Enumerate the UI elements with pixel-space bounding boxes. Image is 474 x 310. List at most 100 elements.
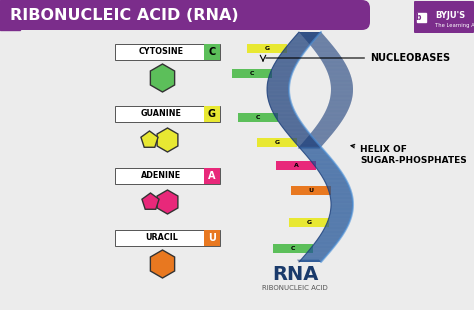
Polygon shape <box>301 34 324 35</box>
Text: NUCLEOBASES: NUCLEOBASES <box>266 53 450 63</box>
Polygon shape <box>290 136 312 137</box>
Text: A: A <box>208 171 216 181</box>
Polygon shape <box>277 59 300 60</box>
Polygon shape <box>329 193 352 194</box>
Polygon shape <box>311 132 334 133</box>
Polygon shape <box>321 233 344 234</box>
Polygon shape <box>277 119 299 120</box>
Text: RIBONUCLEIC ACID: RIBONUCLEIC ACID <box>262 285 328 291</box>
Polygon shape <box>329 100 352 101</box>
Polygon shape <box>331 209 353 210</box>
Polygon shape <box>267 91 289 92</box>
Polygon shape <box>274 114 296 115</box>
Polygon shape <box>324 179 346 180</box>
Polygon shape <box>286 132 309 133</box>
Polygon shape <box>306 138 329 139</box>
Polygon shape <box>294 141 316 142</box>
Polygon shape <box>0 0 20 30</box>
Polygon shape <box>292 139 315 140</box>
FancyBboxPatch shape <box>115 230 220 246</box>
Polygon shape <box>267 90 289 91</box>
Polygon shape <box>314 128 337 129</box>
Polygon shape <box>310 160 333 161</box>
Polygon shape <box>330 82 353 83</box>
Polygon shape <box>293 140 316 141</box>
Polygon shape <box>281 125 304 126</box>
Polygon shape <box>306 254 328 255</box>
Polygon shape <box>293 38 316 39</box>
Polygon shape <box>324 180 346 181</box>
Polygon shape <box>306 155 329 156</box>
Polygon shape <box>303 37 326 38</box>
Polygon shape <box>288 44 310 45</box>
Polygon shape <box>317 168 339 169</box>
Polygon shape <box>323 63 346 64</box>
Polygon shape <box>267 88 289 89</box>
Polygon shape <box>328 220 350 221</box>
Polygon shape <box>302 257 325 258</box>
Polygon shape <box>295 142 317 143</box>
Polygon shape <box>328 219 350 220</box>
Polygon shape <box>307 41 329 42</box>
Polygon shape <box>322 176 344 177</box>
Polygon shape <box>268 98 290 99</box>
Polygon shape <box>304 140 327 141</box>
Polygon shape <box>317 169 340 170</box>
FancyBboxPatch shape <box>204 44 220 60</box>
Polygon shape <box>313 129 336 130</box>
Polygon shape <box>321 119 343 120</box>
Polygon shape <box>325 66 347 67</box>
Polygon shape <box>318 239 340 240</box>
Polygon shape <box>331 85 353 86</box>
FancyBboxPatch shape <box>289 219 329 228</box>
Polygon shape <box>273 111 295 112</box>
Polygon shape <box>274 64 296 65</box>
Polygon shape <box>308 136 330 137</box>
Polygon shape <box>326 68 348 69</box>
Polygon shape <box>267 84 289 85</box>
Text: C: C <box>250 71 254 76</box>
Polygon shape <box>322 177 345 178</box>
Polygon shape <box>312 131 335 132</box>
Polygon shape <box>326 110 348 111</box>
Polygon shape <box>308 251 330 252</box>
Polygon shape <box>269 103 292 104</box>
Polygon shape <box>317 124 340 125</box>
Polygon shape <box>312 246 334 247</box>
Polygon shape <box>282 126 304 127</box>
Polygon shape <box>267 83 290 84</box>
Polygon shape <box>331 91 353 92</box>
Polygon shape <box>303 151 325 152</box>
Polygon shape <box>320 174 343 175</box>
Polygon shape <box>318 170 340 171</box>
Polygon shape <box>327 70 349 71</box>
Polygon shape <box>330 96 352 97</box>
Polygon shape <box>287 45 310 46</box>
Polygon shape <box>330 80 352 81</box>
Text: HELIX OF
SUGAR-PHOSPHATES: HELIX OF SUGAR-PHOSPHATES <box>351 144 467 165</box>
Polygon shape <box>330 99 352 100</box>
Polygon shape <box>150 250 174 278</box>
Polygon shape <box>302 35 325 36</box>
Polygon shape <box>271 108 293 109</box>
Polygon shape <box>326 183 348 184</box>
Polygon shape <box>304 255 327 256</box>
Polygon shape <box>307 156 329 157</box>
FancyBboxPatch shape <box>0 0 370 30</box>
Polygon shape <box>331 94 353 95</box>
Polygon shape <box>273 65 296 66</box>
Polygon shape <box>331 88 353 89</box>
Polygon shape <box>285 130 307 131</box>
Polygon shape <box>315 242 337 243</box>
Polygon shape <box>278 58 300 59</box>
Polygon shape <box>272 110 294 111</box>
Polygon shape <box>331 201 353 202</box>
Polygon shape <box>275 116 298 117</box>
Polygon shape <box>298 146 321 147</box>
Polygon shape <box>150 64 174 92</box>
Text: U: U <box>308 188 313 193</box>
Polygon shape <box>271 107 293 108</box>
Polygon shape <box>316 52 338 53</box>
Polygon shape <box>324 65 346 66</box>
Polygon shape <box>320 59 343 60</box>
